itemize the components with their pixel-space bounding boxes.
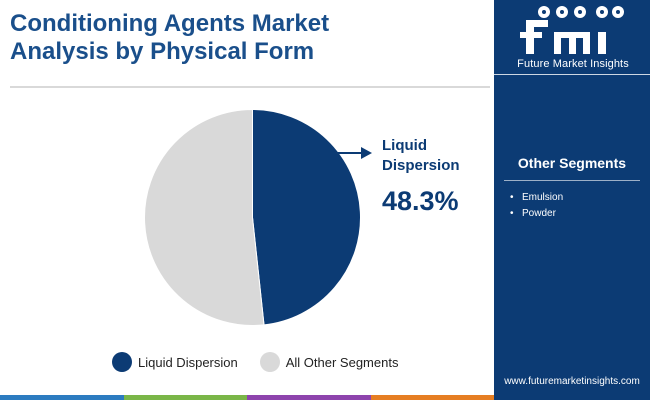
logo-divider xyxy=(494,74,650,75)
bottom-bar-segment xyxy=(123,395,247,400)
website-link[interactable]: www.futuremarketinsights.com xyxy=(504,376,640,387)
pie-slice-liquid-dispersion xyxy=(252,108,361,326)
callout-label-line2: Dispersion xyxy=(382,157,460,174)
other-segments-list: • Emulsion • Powder xyxy=(508,190,563,222)
pie-slice-all-other-segments xyxy=(144,108,265,326)
fmi-logo-icon xyxy=(520,6,624,54)
segment-label: Powder xyxy=(522,208,556,219)
bullet-icon: • xyxy=(510,192,514,203)
fmi-logo: Future Market Insights xyxy=(514,4,632,74)
legend-swatch-all-other-segments xyxy=(259,352,280,372)
bottom-color-bar xyxy=(0,395,494,400)
callout-value: 48.3% xyxy=(382,186,459,216)
bottom-bar-segment xyxy=(0,395,124,400)
legend-item-liquid-dispersion: Liquid Dispersion xyxy=(112,352,238,372)
other-segments-divider xyxy=(504,180,640,181)
bottom-bar-segment xyxy=(370,395,494,400)
segment-label: Emulsion xyxy=(522,192,564,203)
legend-item-all-other-segments: All Other Segments xyxy=(259,352,399,372)
other-segments-heading: Other Segments xyxy=(517,155,627,171)
legend-label: Liquid Dispersion xyxy=(138,354,238,370)
bullet-icon: • xyxy=(510,208,514,219)
pie-chart xyxy=(144,108,361,326)
legend-swatch-liquid-dispersion xyxy=(112,352,132,372)
bottom-bar-segment xyxy=(247,395,371,400)
list-item: • Powder xyxy=(508,206,563,222)
callout-label: Liquid Dispersion xyxy=(382,136,460,176)
side-panel: Future Market Insights Other Segments • E… xyxy=(494,0,650,400)
callout-label-line1: Liquid xyxy=(382,137,427,154)
chart-legend: Liquid Dispersion All Other Segments xyxy=(112,352,420,372)
legend-label: All Other Segments xyxy=(285,354,399,370)
title-divider xyxy=(10,86,490,88)
logo-text: Future Market Insights xyxy=(517,58,629,70)
list-item: • Emulsion xyxy=(508,190,563,206)
callout-arrow-icon xyxy=(333,147,372,159)
chart-title: Conditioning Agents Market Analysis by P… xyxy=(10,10,330,65)
